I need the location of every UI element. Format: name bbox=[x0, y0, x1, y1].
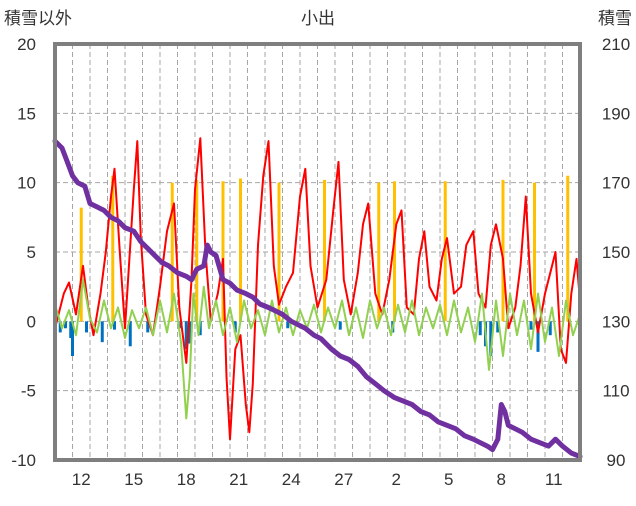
x-tick-label: 15 bbox=[124, 470, 143, 489]
x-tick-label: 27 bbox=[334, 470, 353, 489]
x-tick-label: 18 bbox=[177, 470, 196, 489]
right-y-tick-label: 90 bbox=[607, 451, 626, 470]
x-tick-label: 5 bbox=[444, 470, 453, 489]
left-y-tick-label: -5 bbox=[21, 382, 36, 401]
bar-1 bbox=[170, 182, 174, 322]
bar-0 bbox=[548, 321, 552, 336]
tick-layer: -10 -5 0 5 10 15 20 90 110 130 150 170 190 210 12 15 18 2… bbox=[11, 35, 630, 489]
right-y-tick-label: 130 bbox=[602, 312, 630, 331]
right-y-tick-label: 170 bbox=[602, 174, 630, 193]
bar-1 bbox=[221, 181, 225, 322]
chart-title: 小出 bbox=[301, 9, 335, 28]
bar-0 bbox=[496, 321, 500, 333]
bar-1 bbox=[195, 179, 199, 322]
left-y-tick-label: 10 bbox=[17, 174, 36, 193]
bar-1 bbox=[111, 175, 115, 322]
left-y-tick-label: 0 bbox=[27, 312, 36, 331]
bar-0 bbox=[536, 321, 540, 352]
bar-1 bbox=[377, 182, 381, 322]
series-line-4 bbox=[52, 138, 583, 459]
right-y-tick-label: 110 bbox=[602, 382, 629, 401]
bar-0 bbox=[58, 321, 62, 333]
bar-0 bbox=[64, 321, 67, 329]
bar-0 bbox=[100, 321, 104, 343]
bar-0 bbox=[478, 321, 482, 336]
bar-0 bbox=[529, 321, 533, 330]
left-y-tick-label: 15 bbox=[17, 104, 36, 123]
bar-0 bbox=[286, 321, 290, 329]
left-y-tick-label: -10 bbox=[11, 451, 36, 470]
right-y-tick-label: 210 bbox=[602, 35, 630, 54]
series-line-2 bbox=[54, 137, 581, 441]
left-y-tick-label: 5 bbox=[27, 243, 36, 262]
x-tick-label: 2 bbox=[392, 470, 401, 489]
bar-1 bbox=[239, 178, 242, 322]
bar-0 bbox=[184, 321, 188, 350]
bar-0 bbox=[146, 321, 150, 333]
left-axis-label: 積雪以外 bbox=[4, 9, 72, 28]
series-line-3 bbox=[54, 278, 581, 420]
bar-1 bbox=[566, 175, 570, 322]
x-tick-label: 11 bbox=[545, 470, 563, 489]
right-y-tick-label: 190 bbox=[602, 104, 630, 123]
bar-0 bbox=[69, 321, 73, 338]
bar-1 bbox=[323, 179, 326, 322]
bar-1 bbox=[79, 207, 83, 322]
x-tick-label: 21 bbox=[229, 470, 248, 489]
bar-1 bbox=[277, 182, 281, 322]
right-axis-label: 積雪 bbox=[598, 9, 632, 28]
plot-border bbox=[53, 42, 582, 462]
left-y-tick-label: 20 bbox=[17, 35, 36, 54]
bar-0 bbox=[338, 321, 342, 330]
bar-0 bbox=[233, 321, 237, 333]
bar-0 bbox=[85, 321, 88, 333]
bar-1 bbox=[533, 182, 536, 322]
bar-1 bbox=[393, 181, 396, 322]
bar-1 bbox=[443, 181, 447, 322]
x-tick-label: 12 bbox=[72, 470, 91, 489]
bar-0 bbox=[188, 321, 192, 344]
bar-0 bbox=[113, 321, 116, 330]
bar-1 bbox=[501, 179, 505, 322]
bar-0 bbox=[71, 321, 74, 356]
bar-0 bbox=[489, 321, 493, 356]
right-y-tick-label: 150 bbox=[602, 243, 630, 262]
x-tick-label: 24 bbox=[282, 470, 301, 489]
series-layer bbox=[52, 137, 583, 459]
bar-0 bbox=[128, 321, 132, 347]
x-tick-label: 8 bbox=[497, 470, 506, 489]
